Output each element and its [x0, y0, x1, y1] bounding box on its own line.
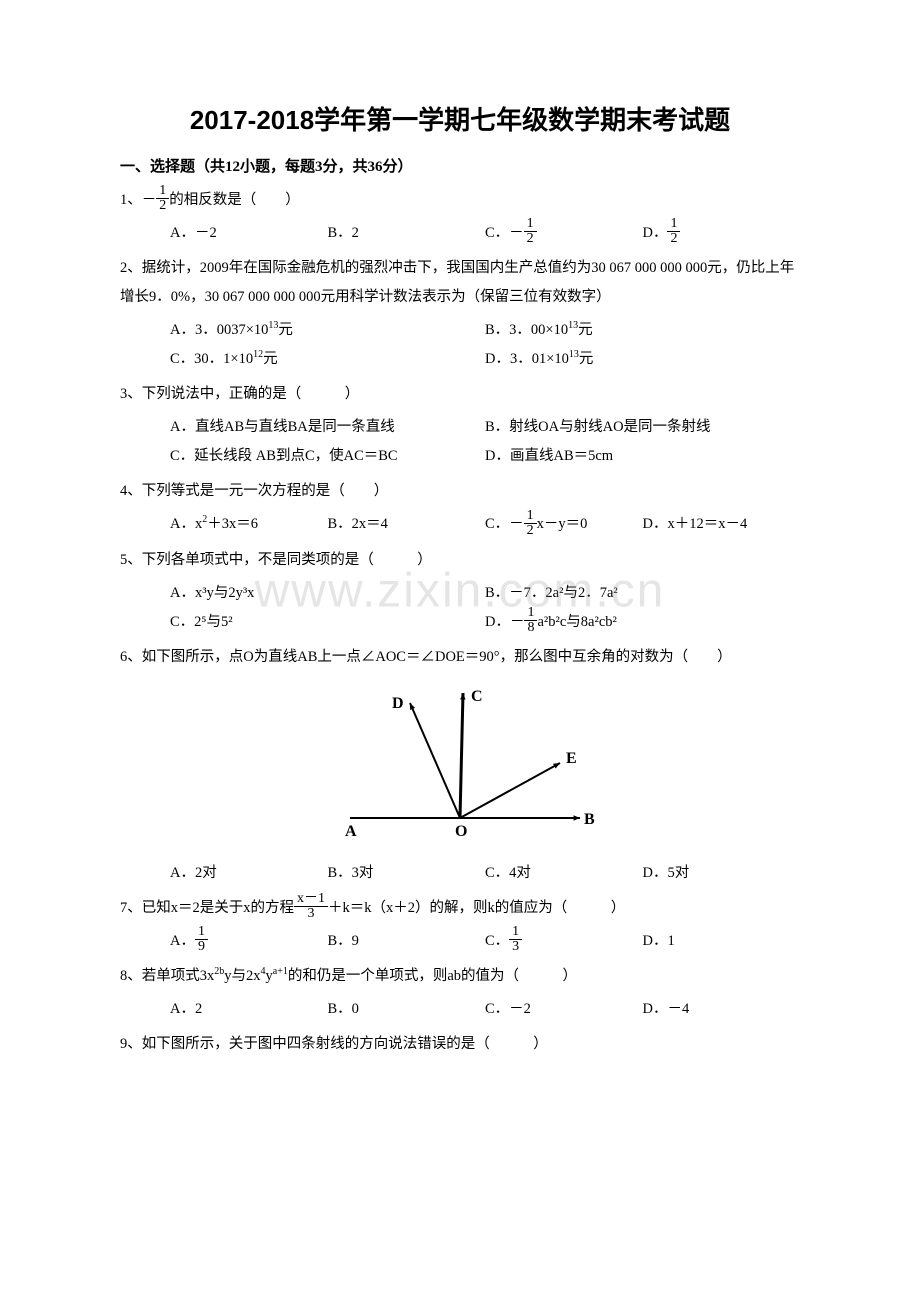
q3-stem: 3、下列说法中，正确的是（ ） [120, 380, 800, 409]
q1-opt-c: C．－12 [485, 219, 643, 248]
q2-opt-c: C．30．1×1012元 [170, 345, 485, 374]
q6-diagram: A B C D E O [120, 678, 800, 853]
q8-opt-c: C．－2 [485, 995, 643, 1024]
q7-stem: 7、已知x＝2是关于x的方程x－13＋k＝k（x＋2）的解，则k的值应为（ ） [120, 894, 800, 923]
svg-text:D: D [392, 695, 404, 712]
q6-opt-a: A．2对 [170, 859, 328, 888]
q2-opt-b: B．3．00×1013元 [485, 316, 800, 345]
q2-stem: 2、据统计，2009年在国际金融危机的强烈冲击下，我国国内生产总值约为30 06… [120, 254, 800, 312]
q5-opt-d: D．－18a²b²c与8a²cb² [485, 608, 800, 637]
q5-opt-c: C．2⁵与5² [170, 608, 485, 637]
q8-opt-b: B．0 [328, 995, 486, 1024]
q8-options: A．2 B．0 C．－2 D．－4 [120, 995, 800, 1024]
q4-stem: 4、下列等式是一元一次方程的是（ ） [120, 477, 800, 506]
q1-stem-b: 的相反数是（ ） [169, 192, 300, 208]
q4-opt-c: C．－12x－y＝0 [485, 510, 643, 539]
q4-opt-d: D．x＋12＝x－4 [643, 510, 801, 539]
q5-options: A．x³y与2y³x B．－7．2a²与2．7a² C．2⁵与5² D．－18a… [120, 579, 800, 637]
q7-options: A．19 B．9 C．13 D．1 [120, 927, 800, 956]
q2-opt-a: A．3．0037×1013元 [170, 316, 485, 345]
q3-opt-b: B．射线OA与射线AO是同一条射线 [485, 413, 800, 442]
q2-options: A．3．0037×1013元 B．3．00×1013元 C．30．1×1012元… [120, 316, 800, 374]
q1-stem-a: 1、－ [120, 192, 156, 208]
svg-text:B: B [584, 811, 595, 828]
page-title: 2017-2018学年第一学期七年级数学期末考试题 [120, 100, 800, 137]
q2-opt-d: D．3．01×1013元 [485, 345, 800, 374]
q5-opt-a: A．x³y与2y³x [170, 579, 485, 608]
svg-text:E: E [566, 750, 577, 767]
q6-stem: 6、如下图所示，点O为直线AB上一点∠AOC＝∠DOE＝90°，那么图中互余角的… [120, 643, 800, 672]
q5-stem: 5、下列各单项式中，不是同类项的是（ ） [120, 546, 800, 575]
q9-stem: 9、如下图所示，关于图中四条射线的方向说法错误的是（ ） [120, 1030, 800, 1059]
q1-opt-d: D．12 [643, 219, 801, 248]
q5-opt-b: B．－7．2a²与2．7a² [485, 579, 800, 608]
q1-stem: 1、－12的相反数是（ ） [120, 186, 800, 215]
q3-opt-a: A．直线AB与直线BA是同一条直线 [170, 413, 485, 442]
q6-opt-b: B．3对 [328, 859, 486, 888]
q6-opt-d: D．5对 [643, 859, 801, 888]
q7-opt-b: B．9 [328, 927, 486, 956]
q8-opt-a: A．2 [170, 995, 328, 1024]
q4-opt-a: A．x2＋3x＝6 [170, 510, 328, 539]
q4-options: A．x2＋3x＝6 B．2x＝4 C．－12x－y＝0 D．x＋12＝x－4 [120, 510, 800, 539]
q3-opt-d: D．画直线AB＝5cm [485, 442, 800, 471]
q3-opt-c: C．延长线段 AB到点C，使AC＝BC [170, 442, 485, 471]
section-header: 一、选择题（共12小题，每题3分，共36分） [120, 155, 800, 176]
q3-options: A．直线AB与直线BA是同一条直线 B．射线OA与射线AO是同一条射线 C．延长… [120, 413, 800, 471]
q1-opt-a: A．－2 [170, 219, 328, 248]
q8-opt-d: D．－4 [643, 995, 801, 1024]
q7-opt-c: C．13 [485, 927, 643, 956]
svg-text:A: A [345, 823, 357, 840]
q8-stem: 8、若单项式3x2by与2x4ya+1的和仍是一个单项式，则ab的值为（ ） [120, 962, 800, 991]
q4-opt-b: B．2x＝4 [328, 510, 486, 539]
q1-options: A．－2 B．2 C．－12 D．12 [120, 219, 800, 248]
q7-opt-d: D．1 [643, 927, 801, 956]
svg-text:O: O [455, 823, 467, 840]
svg-text:C: C [471, 688, 483, 705]
q6-opt-c: C．4对 [485, 859, 643, 888]
q1-opt-b: B．2 [328, 219, 486, 248]
frac-1-2: 12 [156, 184, 169, 213]
q7-opt-a: A．19 [170, 927, 328, 956]
q6-options: A．2对 B．3对 C．4对 D．5对 [120, 859, 800, 888]
